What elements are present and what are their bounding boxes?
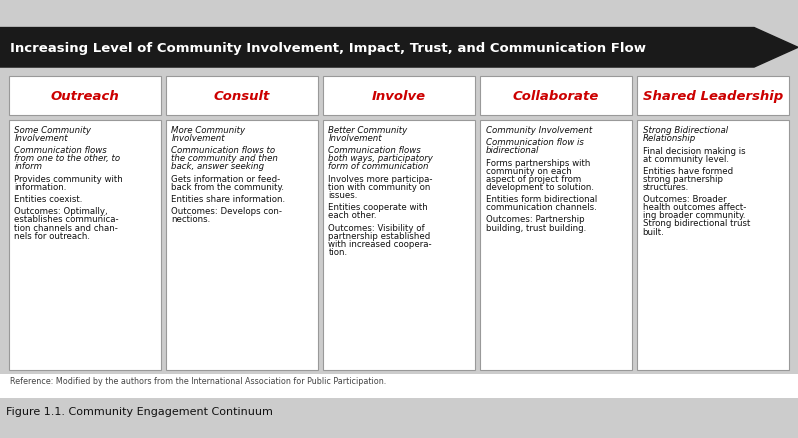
Text: Shared Leadership: Shared Leadership: [643, 90, 783, 103]
Bar: [166, 120, 318, 370]
Bar: [637, 77, 789, 116]
Text: Entities have formed: Entities have formed: [642, 167, 733, 176]
Text: both ways, participatory: both ways, participatory: [329, 154, 433, 163]
Text: inform: inform: [14, 162, 42, 171]
Text: ing broader community.: ing broader community.: [642, 211, 745, 220]
Text: strong partnership: strong partnership: [642, 175, 722, 184]
Text: communication channels.: communication channels.: [485, 203, 596, 212]
Text: More Community: More Community: [172, 126, 246, 135]
Text: Outcomes: Optimally,: Outcomes: Optimally,: [14, 207, 108, 216]
Text: Reference: Modified by the authors from the International Association for Public: Reference: Modified by the authors from …: [10, 376, 386, 385]
Text: from one to the other, to: from one to the other, to: [14, 154, 120, 163]
Text: Communication flows: Communication flows: [14, 146, 107, 155]
Bar: [0, 374, 798, 399]
Text: Community Involvement: Community Involvement: [485, 126, 592, 135]
Bar: [9, 77, 161, 116]
Text: Gets information or feed-: Gets information or feed-: [172, 175, 281, 184]
Text: Outreach: Outreach: [50, 90, 119, 103]
Text: Involvement: Involvement: [14, 134, 68, 143]
Text: Provides community with: Provides community with: [14, 175, 123, 184]
Text: each other.: each other.: [329, 211, 377, 220]
Text: establishes communica-: establishes communica-: [14, 215, 119, 224]
Text: building, trust building.: building, trust building.: [485, 223, 586, 232]
Text: form of communication: form of communication: [329, 162, 429, 171]
Text: Entities form bidirectional: Entities form bidirectional: [485, 195, 597, 204]
Bar: [9, 120, 161, 370]
Text: development to solution.: development to solution.: [485, 183, 594, 192]
Polygon shape: [0, 28, 798, 68]
Bar: [166, 77, 318, 116]
Text: Involves more participa-: Involves more participa-: [329, 175, 433, 184]
Text: built.: built.: [642, 227, 664, 236]
Text: issues.: issues.: [329, 191, 358, 200]
Text: Involvement: Involvement: [329, 134, 382, 143]
Text: Involvement: Involvement: [172, 134, 225, 143]
Text: Forms partnerships with: Forms partnerships with: [485, 159, 590, 168]
Text: Communication flows to: Communication flows to: [172, 146, 275, 155]
Text: Collaborate: Collaborate: [513, 90, 599, 103]
Text: back from the community.: back from the community.: [172, 183, 284, 192]
Text: Increasing Level of Community Involvement, Impact, Trust, and Communication Flow: Increasing Level of Community Involvemen…: [10, 42, 646, 55]
Text: community on each: community on each: [485, 167, 571, 176]
Bar: [637, 120, 789, 370]
Text: Entities cooperate with: Entities cooperate with: [329, 203, 429, 212]
Text: Figure 1.1. Community Engagement Continuum: Figure 1.1. Community Engagement Continu…: [6, 406, 273, 417]
Bar: [480, 77, 632, 116]
Text: information.: information.: [14, 183, 67, 192]
Text: Better Community: Better Community: [329, 126, 408, 135]
Text: at community level.: at community level.: [642, 155, 729, 164]
Bar: [323, 77, 475, 116]
Text: Entities share information.: Entities share information.: [172, 195, 286, 204]
Text: Outcomes: Visibility of: Outcomes: Visibility of: [329, 223, 425, 232]
Text: Involve: Involve: [372, 90, 426, 103]
Text: Strong Bidirectional: Strong Bidirectional: [642, 126, 728, 135]
Text: Final decision making is: Final decision making is: [642, 147, 745, 155]
Text: with increased coopera-: with increased coopera-: [329, 239, 432, 248]
Text: back, answer seeking: back, answer seeking: [172, 162, 264, 171]
Text: nels for outreach.: nels for outreach.: [14, 231, 90, 240]
Text: Relationship: Relationship: [642, 134, 696, 143]
Text: Consult: Consult: [214, 90, 271, 103]
Text: nections.: nections.: [172, 215, 211, 224]
Text: structures.: structures.: [642, 183, 689, 192]
Text: Communication flow is: Communication flow is: [485, 138, 583, 147]
Text: the community and then: the community and then: [172, 154, 279, 163]
Text: partnership established: partnership established: [329, 231, 431, 240]
Text: Communication flows: Communication flows: [329, 146, 421, 155]
Bar: [323, 120, 475, 370]
Text: Outcomes: Develops con-: Outcomes: Develops con-: [172, 207, 282, 216]
Text: tion with community on: tion with community on: [329, 183, 431, 192]
Text: health outcomes affect-: health outcomes affect-: [642, 203, 746, 212]
Text: Some Community: Some Community: [14, 126, 91, 135]
Text: Entities coexist.: Entities coexist.: [14, 195, 83, 204]
Text: Strong bidirectional trust: Strong bidirectional trust: [642, 219, 750, 228]
Text: aspect of project from: aspect of project from: [485, 175, 581, 184]
Text: tion.: tion.: [329, 247, 348, 256]
Bar: [480, 120, 632, 370]
Text: Outcomes: Partnership: Outcomes: Partnership: [485, 215, 584, 224]
Text: tion channels and chan-: tion channels and chan-: [14, 223, 118, 232]
Text: bidirectional: bidirectional: [485, 146, 539, 155]
Text: Outcomes: Broader: Outcomes: Broader: [642, 195, 726, 204]
